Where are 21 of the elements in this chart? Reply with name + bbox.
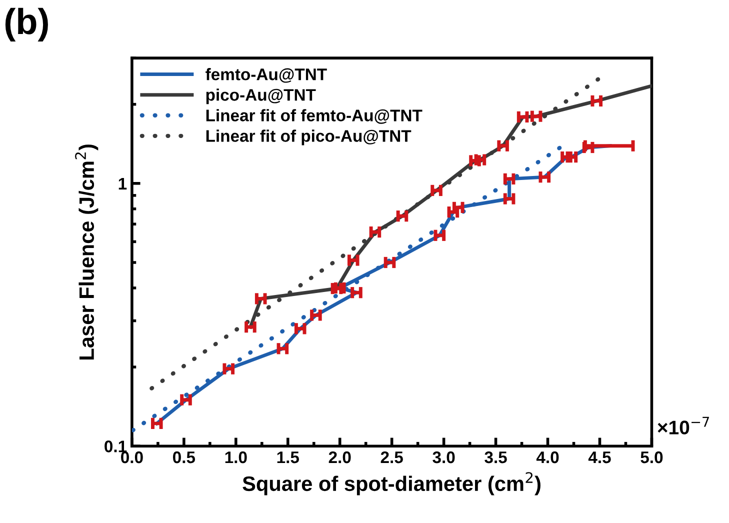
x-tick-label: 2.0 — [328, 451, 351, 464]
x-tick-label: 1.0 — [225, 451, 247, 464]
x-tick-label: 3.5 — [484, 451, 507, 464]
x-tick-label: 2.5 — [380, 451, 403, 464]
x-tick-label: 0.0 — [121, 451, 143, 464]
legend-label: Linear fit of pico-Au@TNT — [206, 130, 412, 146]
x-tick-label: 4.5 — [588, 452, 611, 464]
x-tick-label: 0.5 — [173, 451, 196, 464]
x-tick-label: 5.0 — [640, 451, 663, 464]
legend-label: pico-Au@TNT — [206, 88, 316, 104]
y-axis-title: Laser Fluence (J/cm$^{2}$) — [75, 144, 98, 360]
legend-label: femto-Au@TNT — [206, 68, 327, 83]
x-tick-label: 4.0 — [536, 451, 559, 464]
x-tick-label: 1.5 — [277, 452, 300, 464]
x-axis-title: Square of spot-diameter (cm$^{2}$) — [242, 472, 540, 496]
chart-title: (b) — [5, 8, 48, 42]
x-tick-label: 3.0 — [432, 451, 455, 464]
text: ×10$^{−7}$ — [658, 416, 709, 434]
legend-label: Linear fit of femto-Au@TNT — [206, 109, 422, 124]
y-tick-label: 1 — [118, 178, 127, 190]
y-tick-label: 0.1 — [104, 440, 127, 452]
